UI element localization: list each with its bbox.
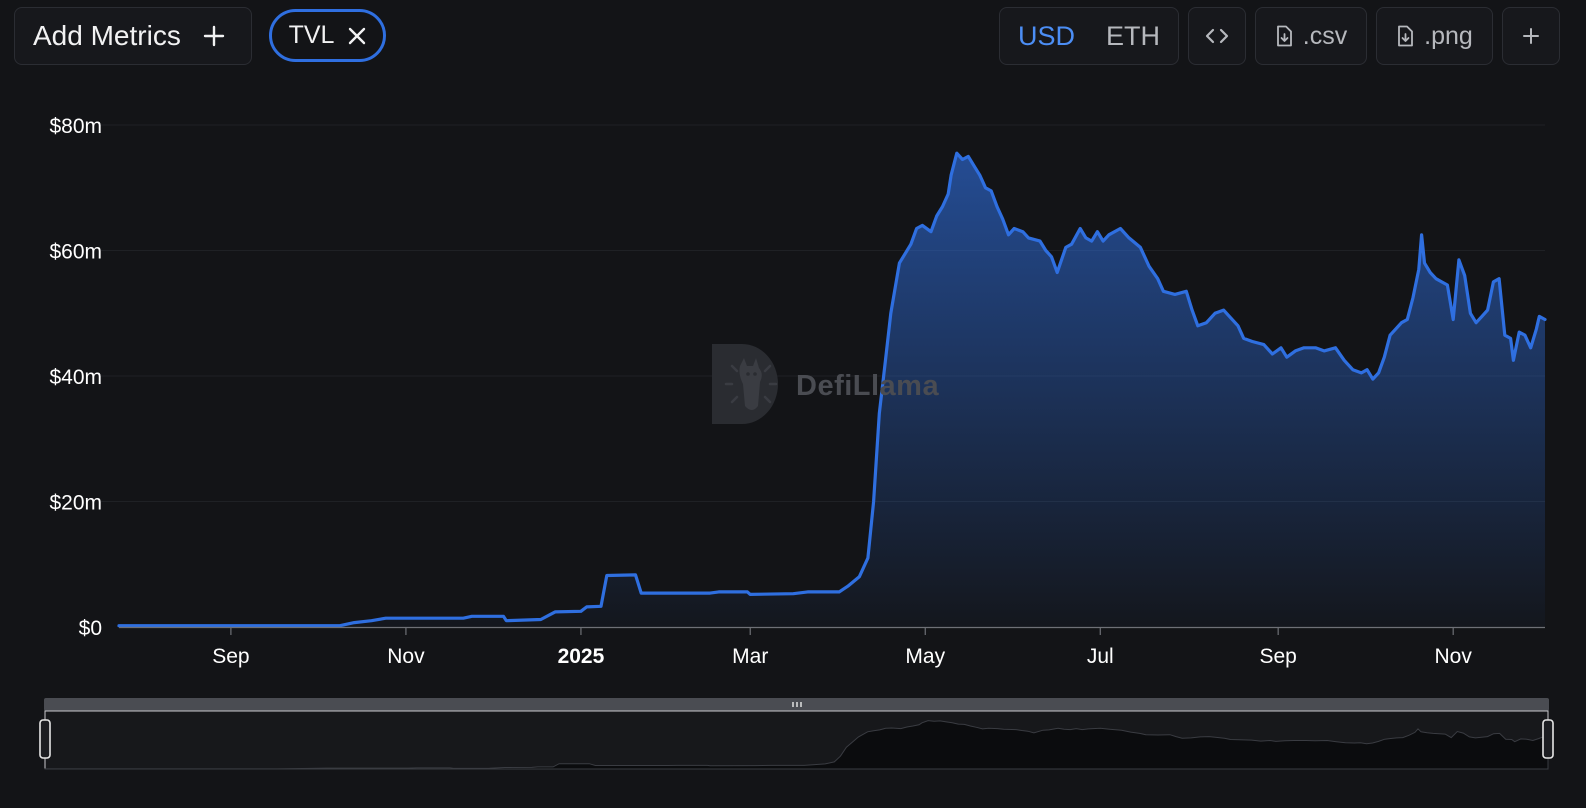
llama-logo bbox=[712, 343, 784, 429]
metric-chip-tvl[interactable]: TVL bbox=[269, 9, 386, 62]
tvl-area bbox=[119, 153, 1545, 627]
download-csv-button[interactable]: .csv bbox=[1255, 7, 1367, 65]
x-tick-label: Sep bbox=[1259, 645, 1296, 668]
x-tick-label: Sep bbox=[212, 645, 249, 668]
currency-eth-button[interactable]: ETH bbox=[1106, 20, 1160, 51]
range-selector-mini-area bbox=[44, 720, 1549, 770]
embed-button[interactable] bbox=[1188, 7, 1246, 65]
add-metrics-label: Add Metrics bbox=[33, 20, 181, 51]
y-tick-label: $0 bbox=[79, 617, 102, 640]
watermark-text: DefiLlama bbox=[796, 369, 940, 402]
more-options-button[interactable] bbox=[1502, 7, 1560, 65]
currency-toggle: USD ETH bbox=[999, 7, 1179, 65]
metric-chip-label: TVL bbox=[288, 21, 335, 49]
y-tick-label: $20m bbox=[49, 492, 102, 515]
x-tick-label: Nov bbox=[387, 645, 425, 668]
plus-icon bbox=[1522, 27, 1540, 45]
range-end-handle[interactable] bbox=[1542, 719, 1554, 759]
x-tick-label: Mar bbox=[732, 645, 768, 668]
csv-label: .csv bbox=[1302, 21, 1348, 50]
x-tick-label: 2025 bbox=[558, 645, 605, 668]
file-download-icon bbox=[1396, 25, 1414, 47]
download-png-button[interactable]: .png bbox=[1376, 7, 1493, 65]
x-tick-label: May bbox=[905, 645, 945, 668]
code-icon bbox=[1205, 27, 1229, 45]
tvl-series-line bbox=[117, 151, 1547, 628]
range-start-handle[interactable] bbox=[39, 719, 51, 759]
close-icon[interactable] bbox=[348, 27, 366, 45]
currency-usd-button[interactable]: USD bbox=[1018, 20, 1076, 51]
png-label: .png bbox=[1424, 21, 1473, 50]
y-tick-label: $60m bbox=[49, 241, 102, 264]
x-tick-label: Nov bbox=[1435, 645, 1473, 668]
x-tick-label: Jul bbox=[1087, 645, 1114, 668]
y-tick-label: $40m bbox=[49, 366, 102, 389]
watermark: DefiLlama bbox=[712, 343, 952, 429]
file-download-icon bbox=[1275, 25, 1293, 47]
add-metrics-button[interactable]: Add Metrics bbox=[14, 7, 252, 65]
y-tick-label: $80m bbox=[49, 115, 102, 138]
plus-icon bbox=[203, 25, 225, 47]
